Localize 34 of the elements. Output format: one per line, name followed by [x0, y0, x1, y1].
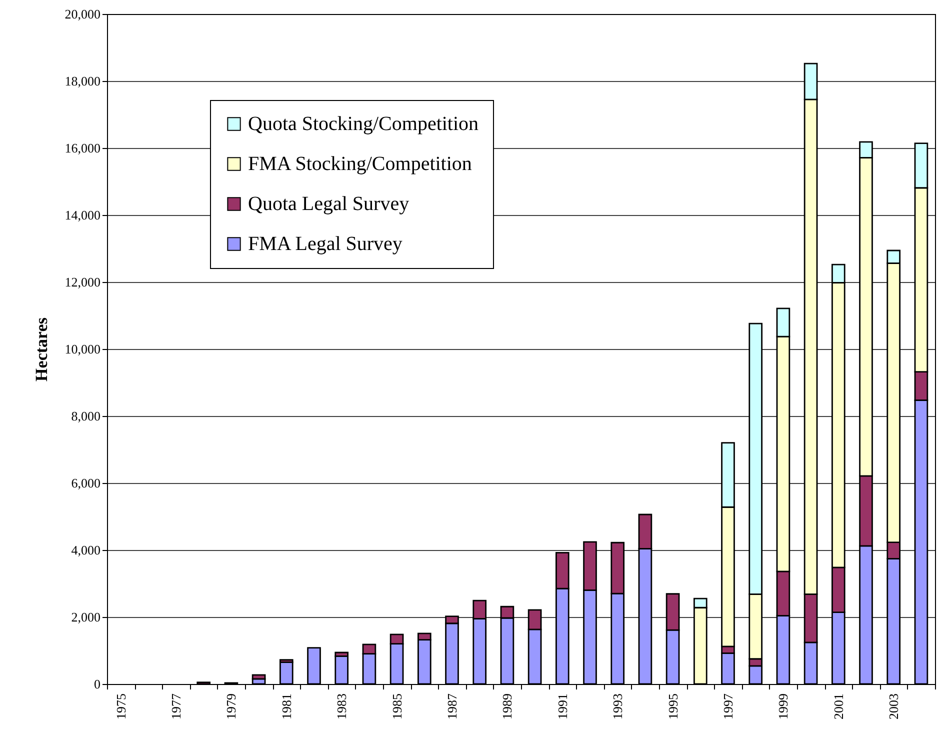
legend-label: FMA Stocking/Competition [248, 153, 472, 175]
x-tick-label: 1979 [224, 694, 239, 720]
y-axis-title: Hectares [32, 317, 51, 382]
y-tick-label: 18,000 [64, 74, 100, 88]
x-tick-label: 1993 [610, 694, 626, 720]
bar [279, 662, 294, 685]
y-tick-label: 4,000 [71, 542, 100, 558]
y-tick-label: 12,000 [64, 274, 100, 290]
x-tick-label: 1995 [665, 694, 680, 720]
x-tick-label: 2001 [830, 694, 846, 720]
x-tick-label: 1989 [500, 694, 515, 720]
legend-label: Quota Stocking/Competition [248, 113, 479, 135]
y-tick-label: 8,000 [71, 408, 100, 424]
y-tick-label: 2,000 [71, 610, 100, 624]
y-tick-label: 0 [94, 676, 100, 692]
x-tick-label: 1987 [444, 693, 460, 720]
x-tick-label: 1991 [554, 694, 570, 720]
x-tick-label: 1983 [334, 694, 350, 720]
y-tick-label: 20,000 [64, 6, 100, 22]
y-tick-label: 16,000 [64, 140, 100, 156]
x-tick-label: 1977 [168, 693, 184, 720]
legend-label: Quota Legal Survey [248, 193, 410, 215]
x-tick-label: 1985 [389, 694, 404, 720]
x-tick-label: 1999 [776, 694, 791, 720]
x-tick-label: 1981 [278, 694, 294, 720]
legend-label: FMA Legal Survey [248, 233, 402, 255]
x-tick-label: 1975 [113, 694, 128, 720]
x-tick-label: 2003 [886, 694, 902, 720]
bar [334, 655, 349, 685]
y-tick-label: 10,000 [64, 342, 100, 356]
y-tick-label: 6,000 [71, 476, 100, 490]
bar [307, 647, 321, 685]
y-tick-label: 14,000 [64, 208, 100, 222]
x-tick-label: 1997 [720, 693, 736, 720]
